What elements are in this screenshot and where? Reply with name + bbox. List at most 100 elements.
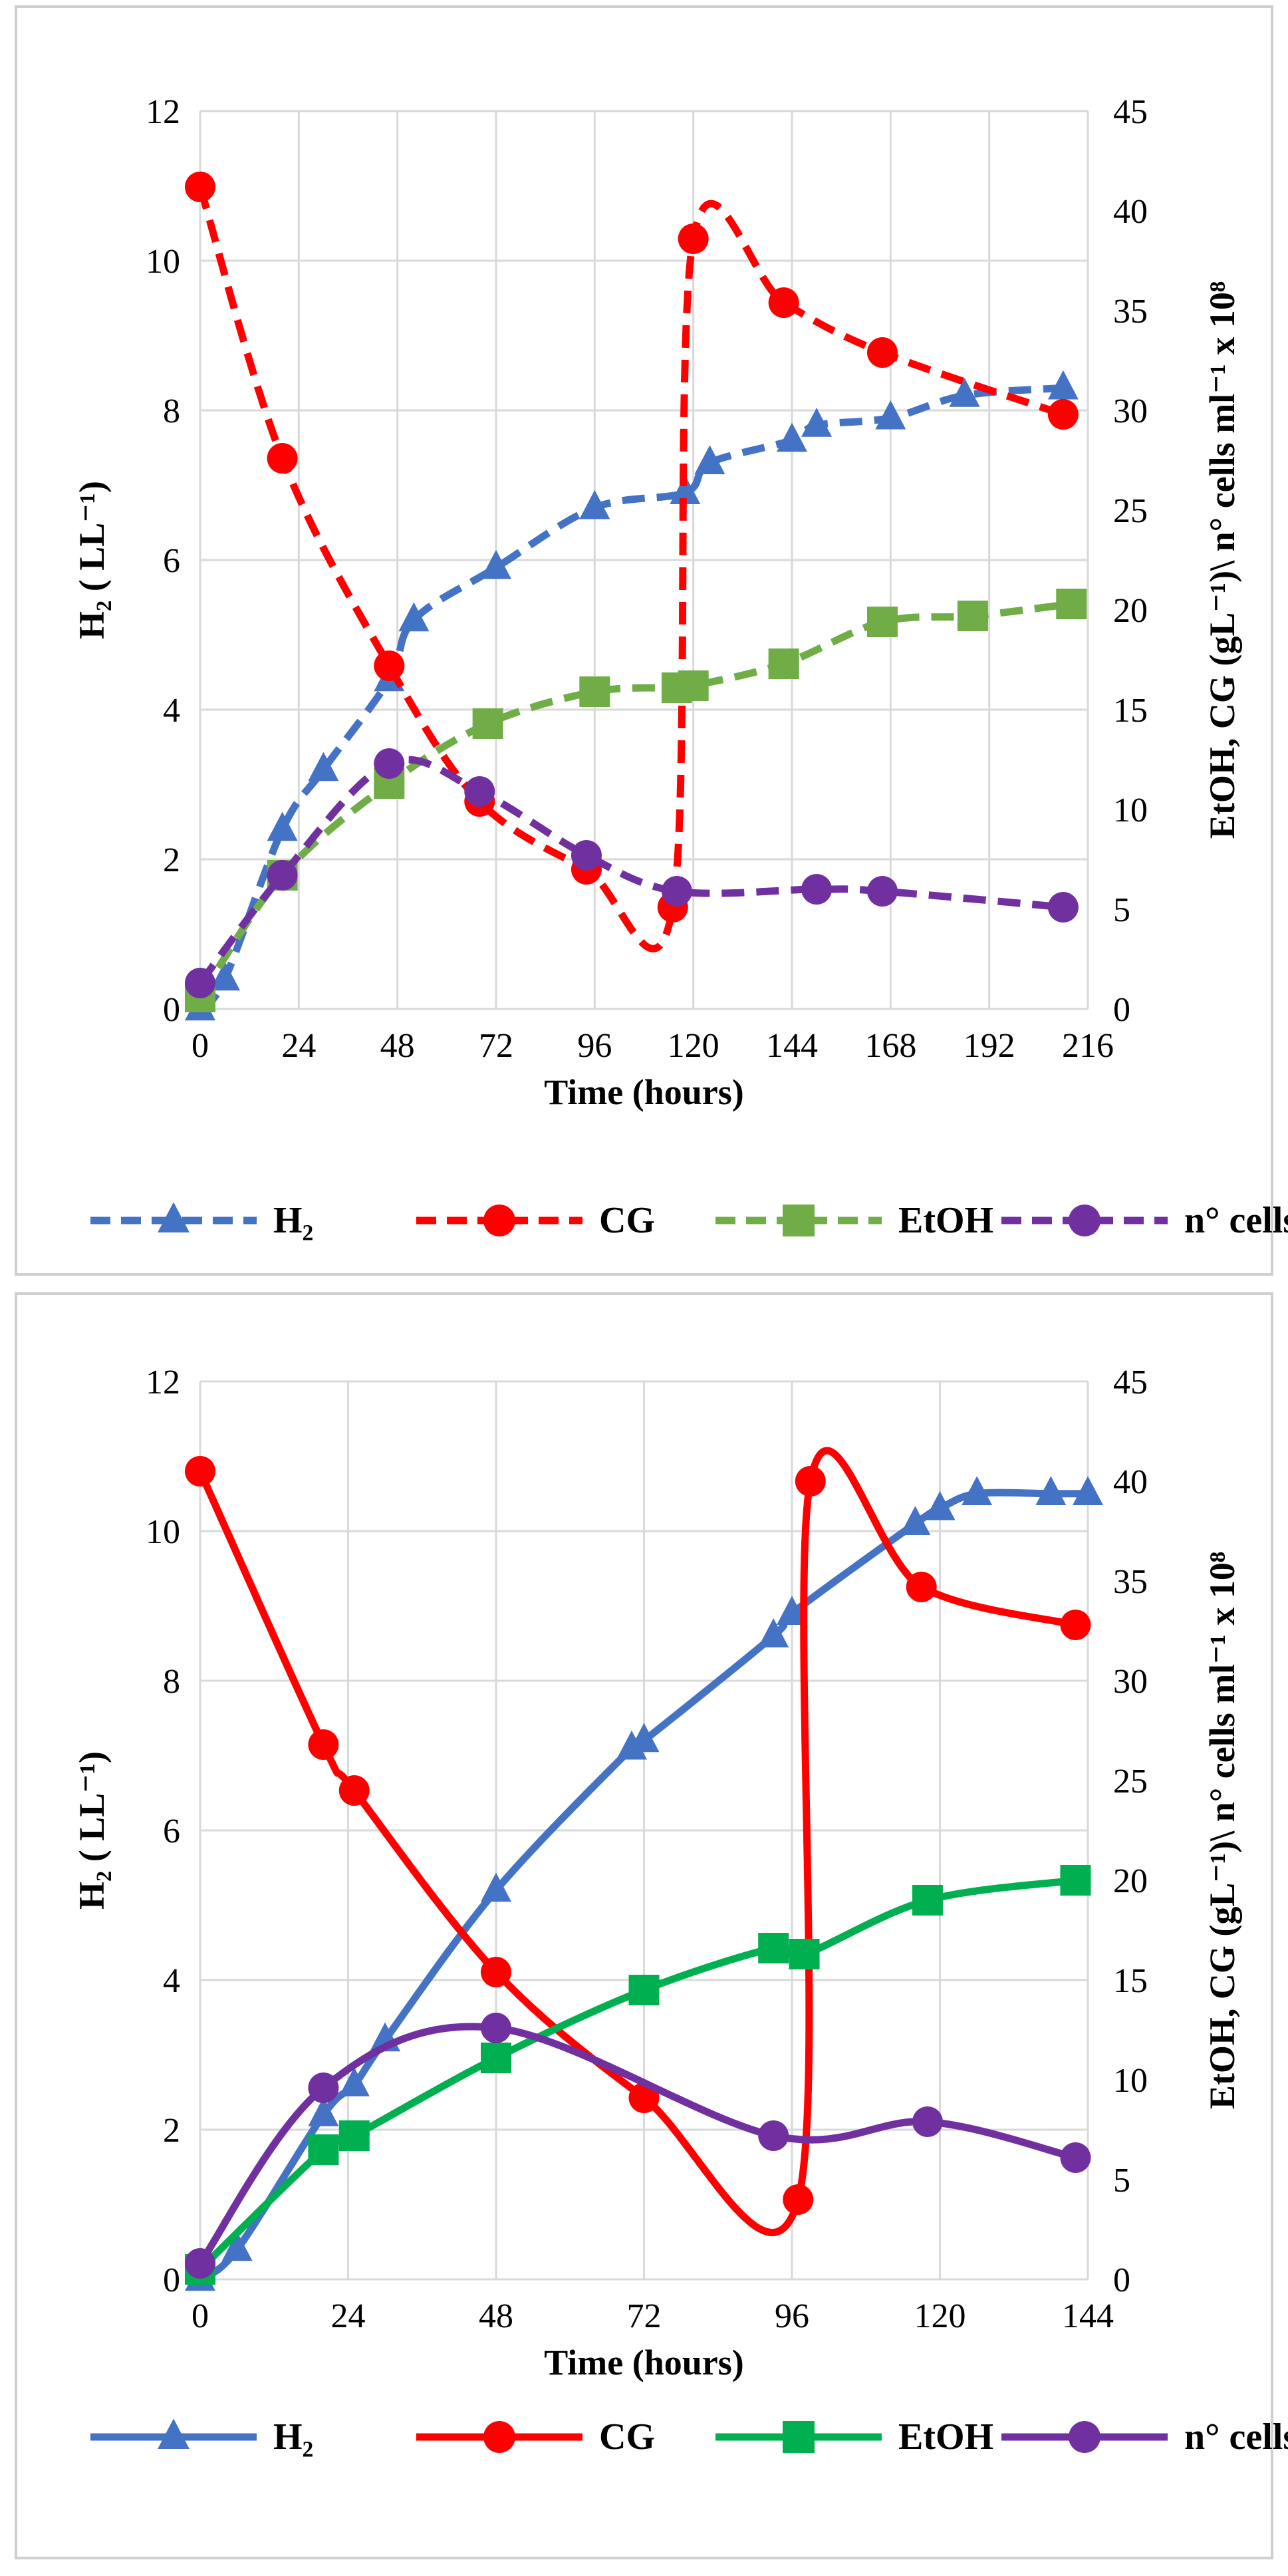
chart2-point-n-cells-4 [912, 2106, 943, 2137]
chart2-y-tick-label: 8 [163, 1663, 180, 1701]
chart1-x-tick-label: 48 [380, 1027, 415, 1065]
chart1-point-etoh-9 [957, 601, 988, 631]
chart1-point-n-cells-4 [571, 840, 602, 871]
chart2-point-cg-8 [1060, 1610, 1091, 1640]
chart2-y-tick-label: 4 [163, 1962, 180, 2000]
chart2-legend: H₂ CG EtOH n° cells [90, 2416, 1288, 2458]
chart2-point-h-2 [308, 2097, 339, 2126]
chart2-point-h-13 [1035, 1476, 1067, 1505]
chart2-point-etoh-7 [912, 1885, 943, 1916]
chart2-point-h-8 [758, 1618, 789, 1647]
chart2-point-cg-0 [185, 1456, 215, 1487]
chart1-point-etoh-7 [768, 648, 799, 679]
chart2-y2-tick-label: 10 [1113, 2062, 1148, 2100]
chart2-x-tick-label: 120 [914, 2297, 966, 2335]
chart2-y-axis-title: H₂ ( LL⁻¹) [72, 1751, 112, 1910]
chart2-point-n-cells-3 [758, 2120, 789, 2151]
chart1-y-tick-label: 10 [146, 243, 180, 281]
chart1-x-tick-label: 192 [964, 1027, 1015, 1065]
chart2-point-etoh-1 [308, 2134, 339, 2165]
chart1-point-h-8 [670, 475, 701, 504]
chart2-legend-label-h: H₂ [273, 2416, 313, 2458]
chart2-y2-tick-label: 30 [1113, 1663, 1148, 1701]
chart1-point-cg-0 [185, 172, 215, 202]
chart2-x-tick-label: 0 [192, 2297, 209, 2335]
chart1-point-n-cells-5 [661, 876, 692, 907]
chart1-point-h-3 [308, 752, 339, 782]
chart1-point-n-cells-2 [374, 748, 405, 779]
chart2-y2-tick-label: 0 [1113, 2261, 1130, 2299]
chart1-legend-label-h: H₂ [273, 1200, 313, 1241]
chart2-y2-tick-label: 25 [1113, 1763, 1148, 1800]
chart-panel-top: 0 24 48 72 96 120 144 168 192 216 0 2 4 6 8 10 12 0 5 10 15 2… [15, 5, 1288, 1276]
chart1-y2-axis-title: EtOH, CG (gL⁻¹)\ n° cells ml⁻¹ x 10⁸ [1202, 281, 1242, 839]
chart2-point-n-cells-2 [481, 2013, 511, 2043]
chart2-point-n-cells-1 [308, 2073, 339, 2103]
chart2-point-h-7 [628, 1723, 660, 1753]
chart2-point-cg-1 [308, 1729, 339, 1760]
chart1-legend-label-cg: CG [599, 1200, 655, 1241]
chart1-point-etoh-6 [678, 670, 709, 701]
chart2-legend-label-cg: CG [599, 2416, 655, 2458]
chart-top: 0 24 48 72 96 120 144 168 192 2160246810120510152… [72, 93, 1288, 1241]
chart1-point-n-cells-3 [464, 776, 495, 807]
chart2-point-n-cells-0 [185, 2248, 215, 2279]
chart1-point-etoh-10 [1056, 589, 1087, 619]
chart1-point-h-13 [949, 378, 980, 407]
chart2-x-tick-label: 96 [775, 2297, 809, 2335]
chart2-point-etoh-4 [628, 1975, 660, 2005]
chart1-point-n-cells-8 [1047, 892, 1079, 923]
chart1-point-h-12 [875, 400, 906, 430]
chart2-point-h-3 [338, 2067, 370, 2096]
chart1-point-cg-8 [866, 337, 898, 368]
chart1-point-n-cells-1 [267, 860, 298, 891]
chart2-line-cg [196, 1447, 1079, 2236]
chart2-y2-tick-label: 45 [1113, 1363, 1148, 1401]
chart1-point-h-7 [579, 490, 610, 519]
chart1-point-h-1 [209, 961, 241, 991]
chart1-y-tick-label: 6 [163, 542, 180, 580]
chart2-point-h-6 [616, 1730, 647, 1760]
chart1-point-n-cells-6 [801, 874, 833, 905]
chart1-legend: H₂ CG EtOH n° cells [90, 1200, 1288, 1241]
chart-panel-bottom: 0 24 48 72 96 120 144 0 2 4 6 8 10 12 0 5 10 15 20 25 30 35 40… [15, 1292, 1288, 2559]
chart2-y-tick-label: 6 [163, 1812, 180, 1850]
chart1-point-h-9 [694, 445, 725, 474]
chart1-y2-tick-label: 40 [1113, 193, 1148, 231]
chart1-point-etoh-3 [472, 708, 503, 739]
chart2-point-cg-2 [338, 1775, 370, 1806]
chart1-x-tick-label: 144 [766, 1027, 818, 1065]
chart1-legend-label-etoh: EtOH [898, 1200, 993, 1241]
chart1-x-tick-label: 168 [864, 1027, 916, 1065]
chart2-x-tick-label: 144 [1062, 2297, 1114, 2335]
chart1-x-tick-label: 120 [668, 1027, 719, 1065]
chart2-point-h-5 [481, 1872, 511, 1902]
chart2-y-tick-label: 12 [146, 1363, 180, 1401]
chart2-legend-marker-etoh [783, 2421, 815, 2453]
chart2-y2-tick-label: 5 [1113, 2162, 1130, 2200]
chart2-x-axis-title: Time (hours) [544, 2343, 744, 2382]
chart1-legend-label-n-cells: n° cells [1184, 1200, 1288, 1241]
chart1-y2-tick-label: 5 [1113, 891, 1130, 929]
chart1-line-h [197, 384, 1064, 1012]
chart1-legend-marker-cg [483, 1205, 515, 1236]
chart1-x-axis-title: Time (hours) [544, 1072, 744, 1112]
chart2-legend-label-etoh: EtOH [898, 2416, 993, 2458]
chart2-point-h-14 [1073, 1476, 1103, 1505]
chart1-y2-tick-label: 45 [1113, 93, 1148, 131]
chart2-point-h-11 [924, 1491, 956, 1520]
chart2-x-tick-label: 72 [627, 2297, 662, 2335]
chart1-x-tick-label: 216 [1062, 1027, 1114, 1065]
chart2-point-n-cells-5 [1060, 2142, 1091, 2173]
chart2-point-etoh-6 [789, 1939, 820, 1969]
chart1-x-tick-label: 24 [281, 1027, 316, 1065]
chart1-point-etoh-4 [579, 676, 610, 707]
chart2-point-h-1 [221, 2231, 253, 2261]
chart1-legend-marker-n-cells [1069, 1205, 1100, 1236]
chart1-point-n-cells-7 [866, 876, 898, 907]
chart1-y-tick-label: 2 [163, 841, 180, 879]
chart1-point-h-14 [1047, 370, 1079, 400]
chart1-point-h-5 [398, 602, 430, 632]
chart1-y2-tick-label: 35 [1113, 293, 1148, 331]
chart1-line-etoh [197, 600, 1072, 1000]
